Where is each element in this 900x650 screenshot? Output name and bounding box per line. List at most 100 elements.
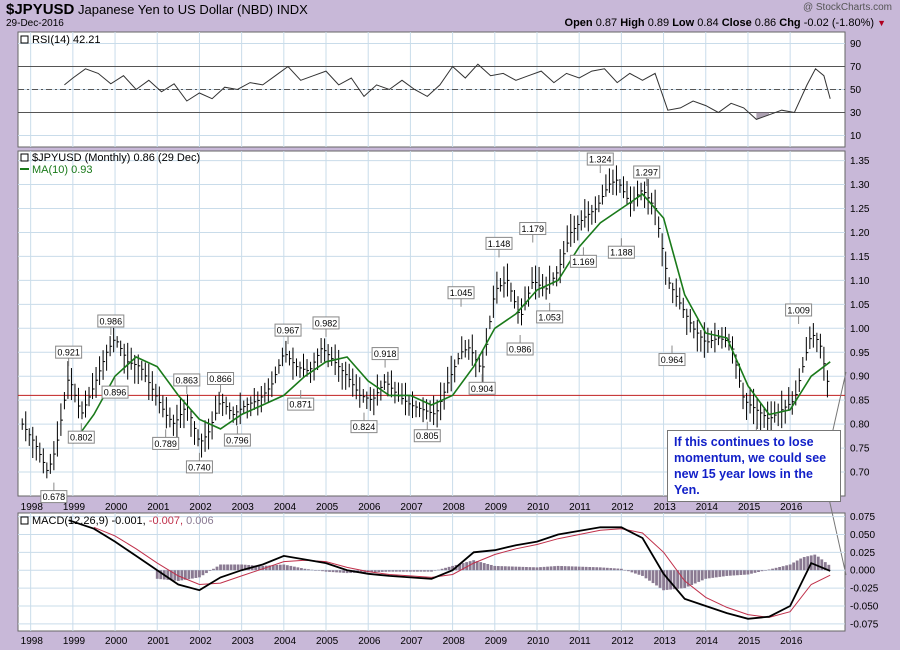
histogram-bar (503, 566, 507, 571)
histogram-bar (637, 570, 641, 575)
histogram-bar (493, 565, 497, 571)
rsi-legend-swatch (20, 35, 29, 44)
histogram-bar (359, 570, 363, 573)
price-y-tick-label: 0.75 (850, 444, 870, 455)
histogram-bar (539, 567, 542, 571)
histogram-bar (584, 566, 588, 571)
histogram-bar (816, 556, 820, 571)
price-label-box (207, 372, 235, 385)
macd-tick-label: -0.025 (850, 584, 879, 595)
price-x-tick-label: 2007 (400, 502, 423, 513)
histogram-bar (271, 565, 275, 571)
close-value: 0.86 (754, 17, 777, 29)
histogram-bar (743, 570, 746, 575)
rsi-tick-label: 70 (850, 62, 862, 73)
macd-x-tick-label: 2015 (738, 636, 761, 647)
macd-x-tick-label: 2000 (105, 636, 128, 647)
histogram-bar (764, 570, 767, 571)
histogram-bar (581, 566, 585, 571)
histogram-bar (753, 570, 757, 573)
histogram-bar (433, 570, 437, 571)
histogram-bar (472, 560, 476, 571)
macd-x-tick-label: 2002 (189, 636, 212, 647)
histogram-bar (792, 562, 796, 571)
histogram-bar (461, 563, 465, 571)
price-y-tick-label: 0.70 (850, 468, 870, 479)
price-label-box (506, 342, 534, 356)
macd-x-tick-label: 2006 (358, 636, 381, 647)
histogram-bar (732, 570, 736, 576)
histogram-bar (447, 566, 451, 571)
histogram-bar (412, 570, 416, 572)
histogram-bar (261, 565, 265, 571)
price-label-box (658, 353, 686, 367)
rsi-tick-label: 50 (850, 85, 862, 96)
histogram-bar (570, 566, 574, 571)
histogram-bar (778, 566, 781, 571)
histogram-bar (335, 570, 338, 573)
price-y-tick-label: 1.10 (850, 276, 870, 287)
histogram-bar (525, 566, 528, 571)
histogram-bar (391, 570, 395, 572)
histogram-bar (257, 565, 261, 571)
histogram-bar (785, 565, 789, 571)
price-label: 1.169 (572, 257, 595, 267)
macd-x-tick-label: 2014 (696, 636, 719, 647)
price-label-box (536, 310, 564, 324)
price-x-tick-label: 2004 (274, 502, 297, 513)
macd-chart: 1998 1999 2000 2001 2002 2003 2004 2005 2006 2007… (18, 512, 879, 647)
price-label-box (274, 323, 302, 337)
price-x-tick-label: 2005 (316, 502, 339, 513)
price-label: 0.796 (226, 436, 249, 446)
histogram-bar (205, 570, 208, 574)
histogram-bar (757, 570, 760, 572)
histogram-bar (296, 567, 300, 571)
histogram-bar (605, 567, 609, 571)
histogram-bar (574, 566, 578, 571)
macd-tick-label: 0.075 (850, 512, 875, 523)
histogram-bar (623, 569, 627, 571)
histogram-bar (300, 568, 303, 571)
histogram-bar (222, 564, 226, 571)
histogram-bar (711, 570, 715, 578)
histogram-bar (468, 561, 472, 571)
histogram-bar (556, 565, 560, 571)
macd-legend: MACD(12,26,9) -0.001, -0.007, 0.006 (32, 515, 214, 527)
macd-x-tick-label: 2008 (443, 636, 466, 647)
histogram-bar (219, 564, 222, 571)
histogram-bar (546, 566, 549, 571)
histogram-bar (275, 564, 279, 571)
histogram-bar (475, 561, 479, 571)
price-label: 0.918 (374, 349, 397, 359)
rsi-oversold-area (756, 112, 770, 120)
price-label-box (101, 385, 129, 399)
price-x-tick-label: 2000 (105, 502, 128, 513)
macd-x-tick-label: 2013 (654, 636, 677, 647)
price-label-box (223, 433, 251, 447)
histogram-bar (486, 564, 490, 571)
histogram-bar (655, 570, 658, 586)
histogram-bar (430, 570, 433, 572)
price-label-box (519, 222, 547, 236)
histogram-bar (187, 570, 191, 580)
price-label: 0.789 (154, 439, 177, 449)
price-y-tick-label: 0.90 (850, 372, 870, 383)
price-label: 0.866 (209, 374, 232, 384)
histogram-bar (669, 570, 672, 590)
histogram-bar (728, 570, 732, 576)
histogram-bar (718, 570, 722, 577)
histogram-bar (479, 562, 483, 571)
histogram-bar (602, 567, 606, 571)
histogram-bar (704, 570, 708, 579)
histogram-bar (489, 564, 493, 571)
macd-tick-label: 0.025 (850, 548, 875, 559)
price-legend-swatch (20, 153, 29, 162)
histogram-bar (774, 567, 778, 571)
histogram-bar (714, 570, 718, 578)
price-label: 0.982 (315, 318, 338, 328)
histogram-bar (634, 570, 637, 574)
histogram-bar (771, 568, 774, 571)
histogram-bar (321, 570, 324, 572)
symbol: $JPYUSD (6, 1, 75, 18)
macd-line (68, 519, 831, 620)
